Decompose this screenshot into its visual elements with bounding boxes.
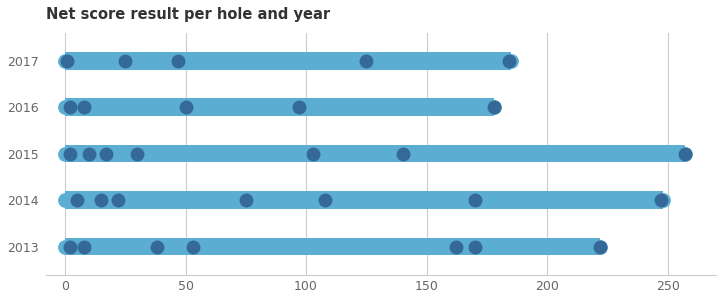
Point	[320, 198, 331, 203]
Point	[59, 198, 71, 203]
Point	[119, 58, 131, 63]
Point	[132, 151, 143, 156]
Point	[180, 105, 192, 110]
Point	[95, 198, 107, 203]
Point	[64, 244, 75, 249]
Point	[240, 198, 252, 203]
Bar	[65, 191, 663, 209]
Point	[679, 151, 690, 156]
Point	[657, 198, 669, 203]
Point	[71, 198, 82, 203]
Point	[173, 58, 184, 63]
Point	[397, 151, 408, 156]
Point	[83, 151, 95, 156]
Point	[64, 151, 75, 156]
Point	[61, 58, 73, 63]
Point	[594, 244, 606, 249]
Point	[59, 244, 71, 249]
Point	[503, 58, 515, 63]
Point	[151, 244, 163, 249]
Point	[59, 58, 71, 63]
Point	[59, 151, 71, 156]
Point	[361, 58, 372, 63]
Point	[100, 151, 112, 156]
Point	[307, 151, 319, 156]
Bar	[65, 238, 600, 255]
Point	[59, 105, 71, 110]
Bar	[65, 98, 495, 116]
Point	[489, 105, 500, 110]
Point	[78, 244, 90, 249]
Bar	[65, 145, 685, 163]
Point	[78, 105, 90, 110]
Point	[469, 244, 481, 249]
Point	[293, 105, 304, 110]
Point	[489, 105, 500, 110]
Point	[594, 244, 606, 249]
Point	[112, 198, 124, 203]
Point	[187, 244, 199, 249]
Point	[655, 198, 667, 203]
Point	[505, 58, 517, 63]
Point	[469, 198, 481, 203]
Point	[679, 151, 690, 156]
Text: Net score result per hole and year: Net score result per hole and year	[46, 7, 330, 22]
Point	[450, 244, 461, 249]
Bar	[65, 52, 511, 70]
Point	[64, 105, 75, 110]
